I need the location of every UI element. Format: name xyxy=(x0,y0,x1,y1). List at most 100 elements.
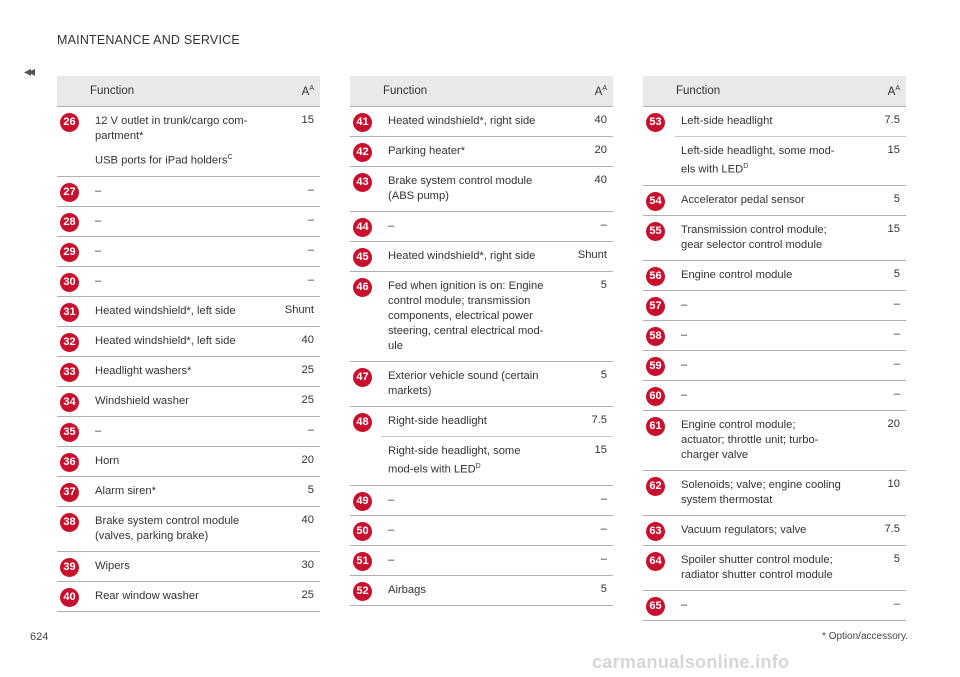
fuse-number-badge: 37 xyxy=(60,482,79,502)
fuse-function: – xyxy=(89,236,261,267)
table-row: 50 – – xyxy=(350,515,613,546)
back-arrows-icon[interactable]: ◂◂ xyxy=(24,63,35,79)
fuse-number-badge: 32 xyxy=(60,332,79,352)
fuse-function-text: – xyxy=(388,523,395,536)
fuse-function: – xyxy=(382,515,554,546)
fuse-number-badge: 59 xyxy=(646,356,665,376)
fuse-function: Heated windshield*, left side xyxy=(89,326,261,357)
fuse-function: Transmission control module; gear select… xyxy=(675,215,847,261)
fuse-function: Windshield washer xyxy=(89,386,261,417)
fuse-number-badge: 51 xyxy=(353,551,372,571)
fuse-function-text: Airbags xyxy=(388,583,426,596)
fuse-function: Accelerator pedal sensor xyxy=(675,185,847,216)
fuse-amperage: 5 xyxy=(554,271,613,362)
fuse-number-cell: 45 xyxy=(350,241,382,272)
fuse-number-cell: 62 xyxy=(643,470,675,516)
fuse-function-text: Left-side headlight, some mod-els with L… xyxy=(681,145,835,176)
fuse-number-cell: 28 xyxy=(57,206,89,237)
table-row: 61 Engine control module; actuator; throt… xyxy=(643,410,906,471)
fuse-number-badge: 61 xyxy=(646,416,665,436)
fuse-amperage: Shunt xyxy=(554,241,613,272)
fuse-amperage: 15 xyxy=(554,436,613,486)
fuse-number-badge: 53 xyxy=(646,113,665,132)
fuse-function-text: Rear window washer xyxy=(95,589,199,602)
fuse-function-text: Right-side headlight, some mod-els with … xyxy=(388,445,521,476)
fuse-function-text: Heated windshield*, left side xyxy=(95,334,236,347)
fuse-number-cell: 44 xyxy=(350,211,382,242)
fuse-number-badge: 35 xyxy=(60,422,79,442)
fuse-function-text: Windshield washer xyxy=(95,394,189,407)
fuse-number-badge: 39 xyxy=(60,557,79,577)
table-row: 46 Fed when ignition is on: Engine contro… xyxy=(350,271,613,362)
header-blank xyxy=(350,76,382,107)
fuse-amperage: – xyxy=(554,211,613,242)
fuse-number-badge: 45 xyxy=(353,248,372,267)
fuse-number-cell: 26 xyxy=(57,106,89,177)
fuse-amperage: – xyxy=(554,515,613,546)
fuse-function: – xyxy=(89,266,261,297)
table-row: Left-side headlight, some mod-els with L… xyxy=(643,136,906,186)
fuse-amperage: – xyxy=(261,416,320,447)
fuse-number-cell: 46 xyxy=(350,271,382,362)
fuse-amperage: – xyxy=(261,236,320,267)
fuse-amperage: – xyxy=(847,380,906,411)
table-row: 45 Heated windshield*, right side Shunt xyxy=(350,241,613,272)
fuse-function-text: Brake system control module (ABS pump) xyxy=(388,175,533,202)
fuse-number-badge: 42 xyxy=(353,143,372,162)
fuse-function: Heated windshield*, right side xyxy=(382,241,554,272)
table-row: Right-side headlight, some mod-els with … xyxy=(350,436,613,486)
fuse-function: Right-side headlight xyxy=(382,406,554,437)
fuse-number-cell: 37 xyxy=(57,476,89,507)
fuse-function-text: – xyxy=(95,244,102,257)
header-blank xyxy=(57,76,89,107)
fuse-function-text: – xyxy=(388,220,395,232)
page-number: 624 xyxy=(30,631,49,643)
fuse-amperage: 40 xyxy=(554,166,613,212)
table-row: 34 Windshield washer 25 xyxy=(57,386,320,417)
fuse-function: Headlight washers* xyxy=(89,356,261,387)
fuse-number-badge: 50 xyxy=(353,521,372,541)
table-row: 32 Heated windshield*, left side 40 xyxy=(57,326,320,357)
fuse-amperage: 7.5 xyxy=(554,406,613,437)
table-row: 28 – – xyxy=(57,206,320,237)
fuse-amperage: 10 xyxy=(847,470,906,516)
section-title: MAINTENANCE AND SERVICE xyxy=(57,33,240,47)
fuse-number-badge: 44 xyxy=(353,218,372,237)
fuse-number-cell: 55 xyxy=(643,215,675,261)
fuse-function-text: – xyxy=(95,424,102,437)
fuse-number-cell: 30 xyxy=(57,266,89,297)
fuse-number-badge: 55 xyxy=(646,221,665,241)
fuse-number-cell: 38 xyxy=(57,506,89,552)
fuse-function: – xyxy=(89,416,261,447)
fuse-number-badge: 62 xyxy=(646,476,665,496)
fuse-number-cell: 39 xyxy=(57,551,89,582)
header-function: Function xyxy=(675,76,847,107)
fuse-number-cell: 53 xyxy=(643,106,675,186)
fuse-number-badge: 54 xyxy=(646,191,665,211)
fuse-amperage: 40 xyxy=(554,106,613,137)
fuse-function: Spoiler shutter control module; radiator… xyxy=(675,545,847,591)
fuse-function: Left-side headlight xyxy=(675,106,847,137)
header-amperage: AA xyxy=(554,76,613,107)
fuse-function-text: Wipers xyxy=(95,559,130,572)
fuse-number-badge: 60 xyxy=(646,386,665,406)
fuse-function: Fed when ignition is on: Engine control … xyxy=(382,271,554,362)
fuse-function-text: Right-side headlight xyxy=(388,415,487,427)
fuse-function-text: – xyxy=(95,274,102,287)
table-row: 26 12 V outlet in trunk/cargo com-partmen… xyxy=(57,106,320,177)
fuse-function-text: Heated windshield*, right side xyxy=(388,250,536,262)
fuse-amperage: – xyxy=(261,266,320,297)
table-row: 49 – – xyxy=(350,485,613,516)
header-amperage-sup: A xyxy=(895,84,900,92)
fuse-number-cell: 43 xyxy=(350,166,382,212)
fuse-function-text: Heated windshield*, left side xyxy=(95,304,236,317)
fuse-function-text: Solenoids; valve; engine cooling system … xyxy=(681,478,841,506)
fuse-function: – xyxy=(382,545,554,576)
fuse-function-text: – xyxy=(681,358,688,371)
fuse-number-cell: 48 xyxy=(350,406,382,486)
fuse-amperage: 40 xyxy=(261,506,320,552)
fuse-function: Parking heater* xyxy=(382,136,554,167)
fuse-number-badge: 47 xyxy=(353,368,372,387)
fuse-function: Brake system control module (ABS pump) xyxy=(382,166,554,212)
fuse-function-text: Engine control module; actuator; throttl… xyxy=(681,418,819,461)
